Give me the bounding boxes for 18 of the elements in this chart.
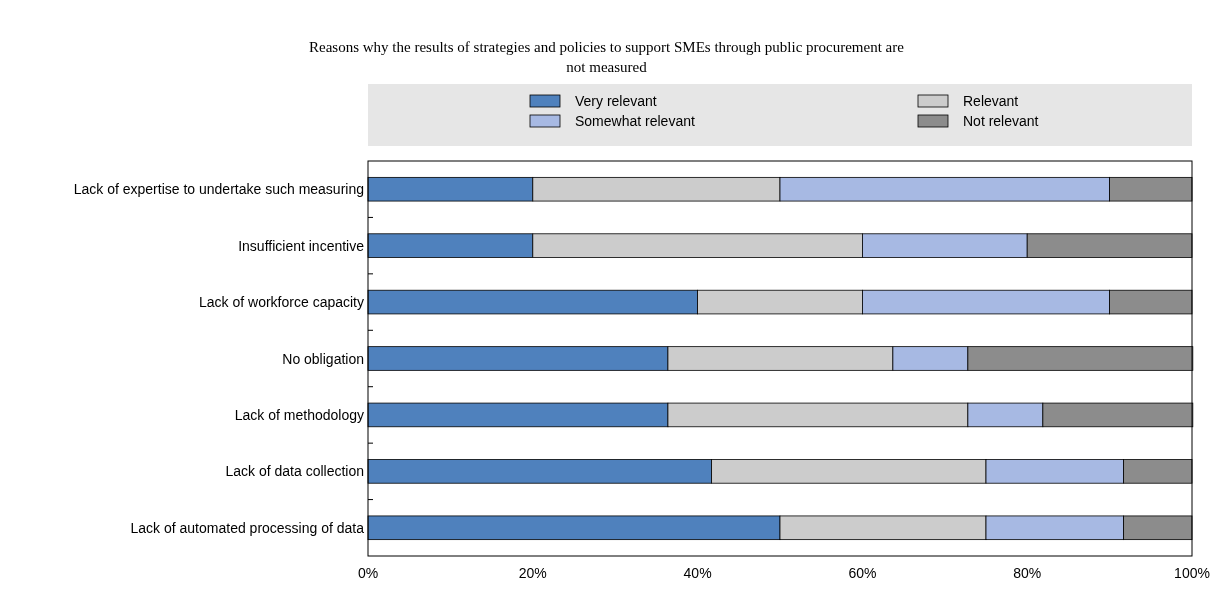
y-tick-label: Lack of expertise to undertake such measuring (73, 181, 364, 198)
y-tick-label: Lack of methodology (234, 406, 364, 423)
x-tick-label: 80% (1013, 565, 1042, 581)
legend-label: Very relevant (575, 93, 657, 109)
y-tick-label: Lack of data collection (225, 463, 364, 480)
legend-label: Somewhat relevant (575, 113, 695, 129)
legend-label: Not relevant (963, 113, 1039, 129)
x-tick-label: 40% (683, 565, 712, 581)
chart-title: Reasons why the results of strategies and policies to support SMEs through public procurement are not measured (309, 39, 905, 75)
x-tick-label: 20% (518, 565, 547, 581)
y-tick-label: Lack of workforce capacity (199, 294, 364, 311)
x-tick-label: 60% (848, 565, 877, 581)
x-tick-label: 0% (357, 565, 379, 581)
legend-label: Relevant (963, 93, 1019, 109)
y-tick-label: Insufficient incentive (238, 237, 365, 254)
y-tick-label: Lack of automated processing of data (130, 519, 365, 536)
x-tick-label: 100% (1174, 565, 1210, 581)
y-tick-label: No obligation (282, 350, 364, 367)
